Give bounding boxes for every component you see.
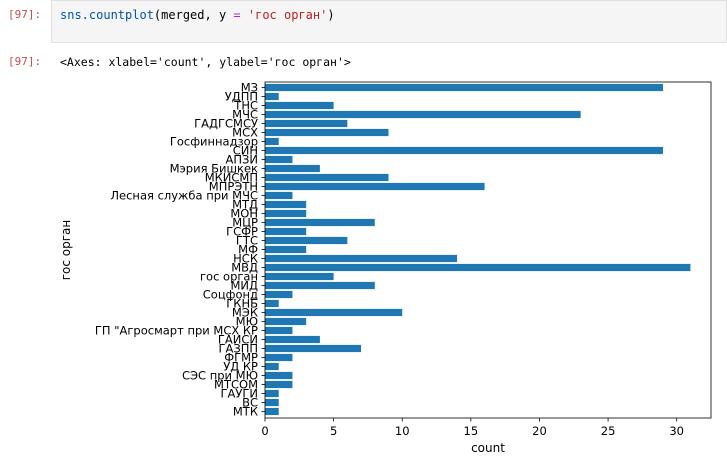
y-tick-label: УД КР — [223, 360, 258, 374]
bar-29 — [265, 344, 362, 353]
y-tick-label: СЭС при МЮ — [182, 369, 258, 383]
x-tick-label: 25 — [601, 424, 616, 438]
bar-15 — [265, 218, 375, 227]
y-tick-label: МЦР — [232, 216, 258, 230]
x-axis-label: count — [471, 441, 505, 455]
bar-22 — [265, 281, 375, 290]
y-tick-label: ГП "Агросмарт при МСХ КР — [95, 324, 258, 338]
bar-27 — [265, 326, 293, 335]
bar-9 — [265, 164, 320, 173]
bar-14 — [265, 209, 307, 218]
bar-25 — [265, 308, 403, 317]
y-tick-label: МТД — [232, 198, 258, 212]
y-tick-label: СИН — [233, 144, 258, 158]
bar-7 — [265, 146, 663, 155]
bar-36 — [265, 407, 279, 416]
y-tick-label: Лесная служба при МЧС — [110, 189, 258, 203]
code-close: ) — [327, 8, 335, 22]
y-tick-label: ГАЗПП — [218, 342, 258, 356]
bar-33 — [265, 380, 293, 389]
plot-frame — [264, 81, 712, 419]
output-prompt: [97]: — [8, 55, 42, 68]
bar-30 — [265, 353, 293, 362]
bar-11 — [265, 182, 485, 191]
y-tick-label: МФ — [238, 243, 258, 257]
y-tick-label: гос орган — [200, 270, 258, 284]
y-tick-label: МТК — [233, 405, 258, 419]
code-args: (merged, y — [153, 8, 234, 22]
y-tick-label: ВС — [242, 396, 258, 410]
bar-35 — [265, 398, 279, 407]
bar-23 — [265, 290, 293, 299]
y-tick-label: МТСОМ — [214, 378, 258, 392]
code-operator: = — [233, 8, 241, 22]
bar-0 — [265, 83, 663, 92]
y-tick-label: ГКНБ — [226, 297, 258, 311]
y-tick-label: МЭК — [232, 306, 258, 320]
code-cell-input[interactable]: sns.countplot(merged, y = 'гос орган') — [51, 0, 727, 43]
bar-21 — [265, 272, 334, 281]
bar-26 — [265, 317, 307, 326]
y-tick-label: АПЗИ — [226, 153, 259, 167]
x-tick-label: 30 — [669, 424, 684, 438]
bar-18 — [265, 245, 307, 254]
y-tick-label: МЧС — [232, 108, 258, 122]
y-tick-label: МЮ — [236, 315, 258, 329]
x-ticks: 0 5 10 15 20 25 30 — [261, 418, 684, 438]
output-repr: <Axes: xlabel='count', ylabel='гос орган… — [60, 55, 351, 69]
bar-13 — [265, 200, 307, 209]
bar-10 — [265, 173, 389, 182]
bar-6 — [265, 137, 279, 146]
bar-28 — [265, 335, 320, 344]
y-tick-label: УДПП — [225, 90, 258, 104]
y-tick-label: МИД — [230, 279, 258, 293]
y-tick-label: ФГМР — [224, 351, 258, 365]
code-string: 'гос орган' — [247, 8, 328, 22]
y-axis-label: гос орган — [59, 220, 73, 281]
bar-19 — [265, 254, 458, 263]
y-tick-label: МКИСМП — [205, 171, 258, 185]
input-prompt: [97]: — [8, 8, 42, 21]
code-line: sns.countplot(merged, y = 'гос орган') — [60, 8, 335, 22]
y-tick-label: ГТС — [236, 234, 258, 248]
x-tick-label: 20 — [532, 424, 547, 438]
y-tick-label: ГАДГСМСУ — [194, 117, 258, 131]
y-tick-label: ТНС — [233, 99, 258, 113]
y-tick-labels: МЗУДППТНСМЧСГАДГСМСУМСХГосфиннадзорСИНАП… — [95, 81, 265, 419]
y-tick-label: ГСФР — [226, 225, 258, 239]
x-tick-label: 15 — [464, 424, 479, 438]
bar-16 — [265, 227, 307, 236]
bar-34 — [265, 389, 279, 398]
bar-24 — [265, 299, 279, 308]
x-tick-label: 0 — [261, 424, 268, 438]
bar-32 — [265, 371, 293, 380]
y-tick-label: МЗ — [241, 81, 258, 95]
bar-2 — [265, 101, 334, 110]
y-tick-label: МОН — [230, 207, 258, 221]
bar-17 — [265, 236, 348, 245]
bar-12 — [265, 191, 293, 200]
y-tick-label: НСК — [233, 252, 258, 266]
y-tick-label: МСХ — [232, 126, 258, 140]
bar-1 — [265, 92, 279, 101]
bar-4 — [265, 119, 348, 128]
bar-8 — [265, 155, 293, 164]
y-tick-label: МВД — [231, 261, 258, 275]
y-tick-label: ГАУГИ — [220, 387, 258, 401]
x-tick-label: 5 — [330, 424, 337, 438]
y-tick-label: Госфиннадзор — [170, 135, 258, 149]
bar-5 — [265, 128, 389, 137]
bar-3 — [265, 110, 581, 119]
code-function: sns.countplot — [60, 8, 154, 22]
bar-20 — [265, 263, 691, 272]
y-tick-label: Соцфонд — [203, 288, 258, 302]
y-tick-label: МПРЭТН — [209, 180, 258, 194]
bars-group — [265, 83, 691, 416]
x-tick-label: 10 — [395, 424, 410, 438]
bar-31 — [265, 362, 279, 371]
y-tick-label: Мэрия Бишкек — [170, 162, 258, 176]
y-tick-label: ГАИСИ — [218, 333, 258, 347]
